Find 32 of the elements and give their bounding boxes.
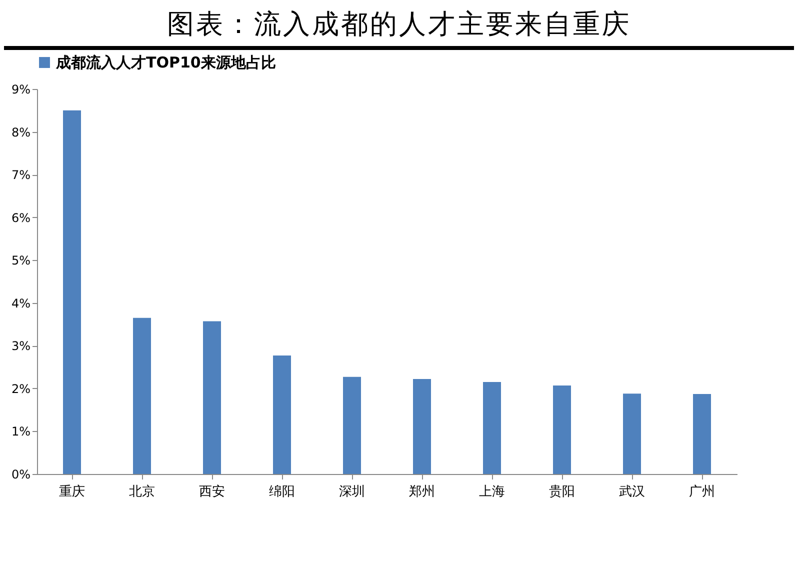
legend-label: 成都流入人才TOP10来源地占比 — [55, 54, 276, 72]
bar — [343, 376, 361, 474]
x-tick-label: 北京 — [129, 484, 155, 500]
bar — [413, 379, 431, 474]
x-tick-label: 广州 — [689, 484, 715, 500]
x-tick-label: 贵阳 — [549, 484, 575, 500]
bar — [203, 321, 221, 474]
x-tick-label: 重庆 — [59, 484, 85, 500]
chart-title: 图表：流入成都的人才主要来自重庆 — [4, 0, 794, 50]
y-tick-label: 1% — [11, 424, 30, 439]
x-tick-label: 西安 — [199, 484, 225, 500]
y-tick-label: 5% — [11, 254, 30, 268]
bar — [483, 382, 501, 474]
x-tick-label: 绵阳 — [269, 484, 295, 500]
y-tick-label: 0% — [11, 468, 30, 482]
y-tick-label: 2% — [11, 382, 30, 396]
bar — [133, 318, 151, 474]
bar — [693, 394, 711, 474]
bar — [273, 356, 291, 474]
bar — [553, 385, 571, 474]
x-tick-label: 深圳 — [339, 484, 365, 500]
x-tick-label: 郑州 — [409, 484, 435, 500]
y-tick-label: 8% — [11, 125, 30, 140]
bar — [63, 110, 81, 474]
x-tick-label: 上海 — [479, 484, 505, 500]
y-tick-label: 9% — [11, 82, 30, 96]
y-tick-label: 7% — [11, 168, 30, 182]
x-tick-label: 武汉 — [619, 484, 645, 500]
y-tick-label: 3% — [11, 339, 30, 354]
y-tick-label: 6% — [11, 210, 30, 225]
bar — [623, 394, 641, 474]
y-tick-label: 4% — [11, 296, 30, 310]
